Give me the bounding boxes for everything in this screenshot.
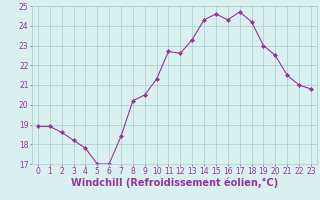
X-axis label: Windchill (Refroidissement éolien,°C): Windchill (Refroidissement éolien,°C): [71, 178, 278, 188]
